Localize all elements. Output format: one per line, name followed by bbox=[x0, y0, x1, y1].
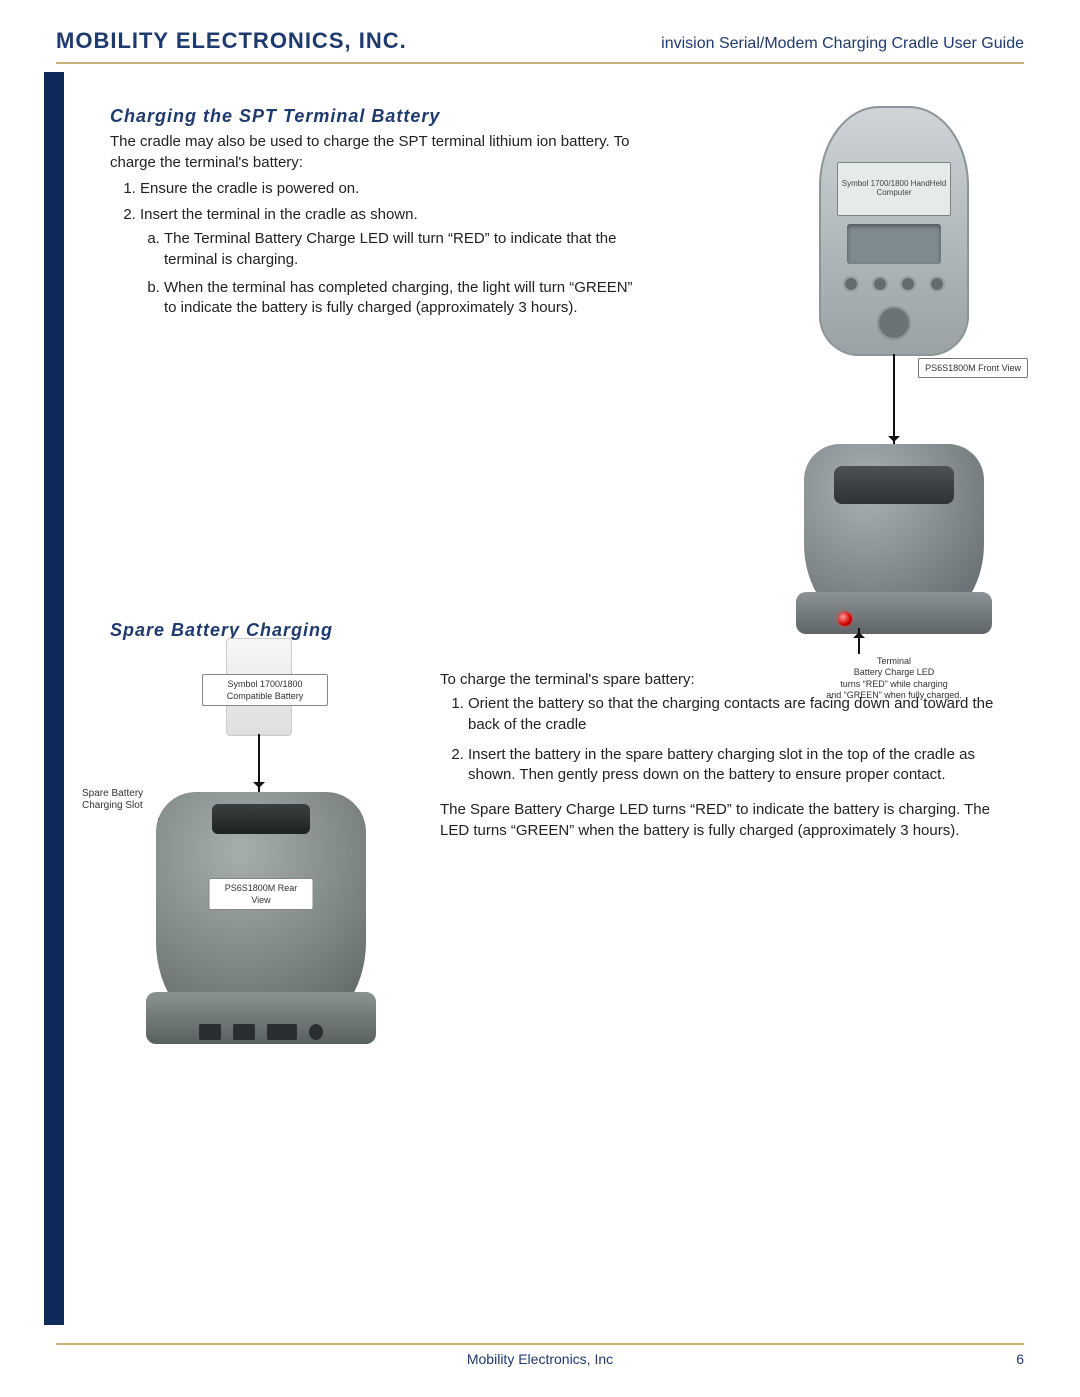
document-page: MOBILITY ELECTRONICS, INC. invision Seri… bbox=[0, 0, 1080, 1397]
section1-step2: Insert the terminal in the cradle as sho… bbox=[140, 205, 640, 318]
port-icon bbox=[267, 1024, 297, 1040]
handheld-display bbox=[847, 224, 941, 264]
section1-intro: The cradle may also be used to charge th… bbox=[110, 132, 630, 173]
figure1-callout-right: PS6S1800M Front View bbox=[918, 358, 1028, 378]
section2-text: To charge the terminal's spare battery: … bbox=[440, 670, 1020, 841]
section2-steps: Orient the battery so that the charging … bbox=[440, 694, 1020, 785]
cradle-rear-base bbox=[146, 992, 376, 1044]
handheld-button-row bbox=[819, 276, 969, 292]
port-icon bbox=[309, 1024, 323, 1040]
document-title: invision Serial/Modem Charging Cradle Us… bbox=[661, 35, 1024, 53]
cradle-front-base bbox=[796, 592, 992, 634]
section1-step2b: When the terminal has completed charging… bbox=[164, 278, 640, 319]
battery-label-box: Symbol 1700/1800 Compatible Battery bbox=[202, 674, 328, 706]
leader-line-icon bbox=[858, 628, 860, 654]
page-header: MOBILITY ELECTRONICS, INC. invision Seri… bbox=[56, 28, 1024, 64]
section2-step2: Insert the battery in the spare battery … bbox=[468, 745, 1020, 786]
arrow-down-icon bbox=[258, 734, 260, 792]
section1-steps: Ensure the cradle is powered on. Insert … bbox=[116, 179, 640, 319]
handheld-button-icon bbox=[872, 276, 888, 292]
handheld-device: Symbol 1700/1800 HandHeld Computer bbox=[819, 106, 969, 356]
port-icon bbox=[233, 1024, 255, 1040]
port-icon bbox=[199, 1024, 221, 1040]
figure2-rear-label: PS6S1800M Rear View bbox=[209, 878, 314, 910]
footer-center: Mobility Electronics, Inc bbox=[467, 1351, 613, 1367]
cradle-rear: PS6S1800M Rear View bbox=[156, 792, 366, 1032]
charge-led-icon bbox=[838, 612, 852, 626]
brand-name: MOBILITY ELECTRONICS, INC. bbox=[56, 28, 407, 54]
section2-step1: Orient the battery so that the charging … bbox=[468, 694, 1020, 735]
section1-step2-text: Insert the terminal in the cradle as sho… bbox=[140, 206, 418, 223]
page-footer: Mobility Electronics, Inc 6 bbox=[56, 1343, 1024, 1367]
handheld-button-icon bbox=[843, 276, 859, 292]
handheld-button-icon bbox=[929, 276, 945, 292]
handheld-label-box: Symbol 1700/1800 HandHeld Computer bbox=[837, 162, 951, 216]
section2-intro: To charge the terminal's spare battery: bbox=[440, 670, 1020, 690]
cradle-rear-slot bbox=[212, 804, 310, 834]
arrow-down-icon bbox=[893, 354, 895, 446]
page-content: Charging the SPT Terminal Battery The cr… bbox=[110, 96, 1024, 1319]
figure-rear-view: Symbol 1700/1800 Compatible Battery Spar… bbox=[110, 638, 420, 1118]
figure1-callout-right-text: PS6S1800M Front View bbox=[925, 363, 1021, 373]
section1-step2a: The Terminal Battery Charge LED will tur… bbox=[164, 229, 640, 270]
handheld-dpad-icon bbox=[877, 306, 911, 340]
page-number: 6 bbox=[1016, 1351, 1024, 1367]
left-margin-bar bbox=[44, 72, 64, 1325]
cradle-front-slot bbox=[834, 466, 954, 504]
cradle-front bbox=[804, 444, 984, 624]
section1-step1: Ensure the cradle is powered on. bbox=[140, 179, 640, 199]
section1-substeps: The Terminal Battery Charge LED will tur… bbox=[140, 229, 640, 318]
handheld-button-icon bbox=[900, 276, 916, 292]
figure1-caption-l1: Terminal bbox=[764, 656, 1024, 667]
section2-after: The Spare Battery Charge LED turns “RED”… bbox=[440, 800, 1020, 841]
cradle-ports-row bbox=[146, 1022, 376, 1042]
figure-front-view: Symbol 1700/1800 HandHeld Computer PS6S1… bbox=[764, 96, 1024, 676]
